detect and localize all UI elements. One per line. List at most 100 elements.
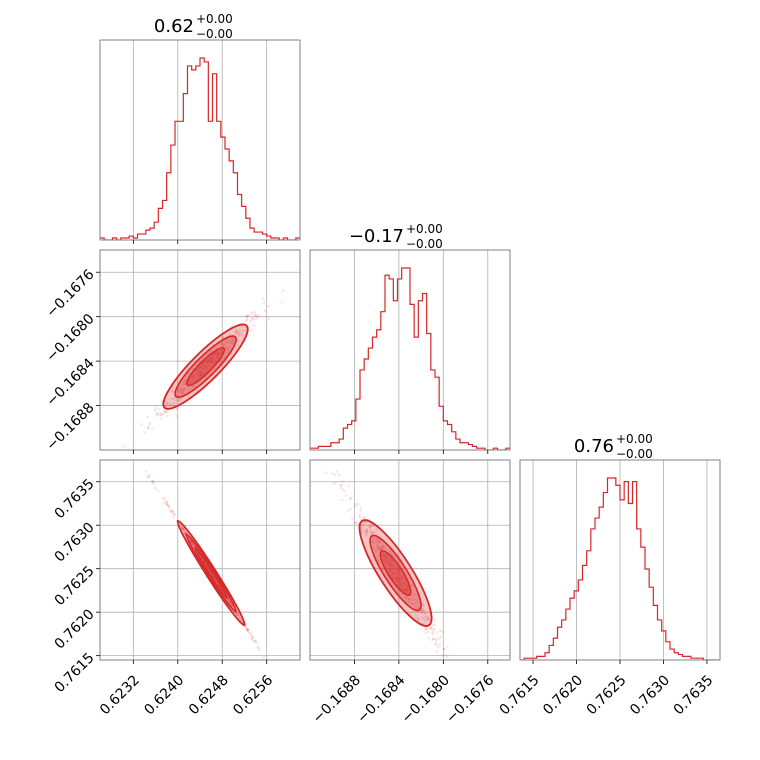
scatter-point [433, 619, 437, 622]
scatter-point [255, 641, 258, 645]
scatter-point [403, 581, 407, 584]
scatter-point [437, 645, 440, 649]
scatter-point [239, 332, 242, 335]
scatter-point [389, 562, 393, 566]
scatter-point [240, 325, 244, 329]
scatter-point [199, 364, 203, 368]
scatter-point [410, 584, 413, 587]
scatter-point [245, 627, 249, 631]
scatter-point [405, 588, 409, 592]
scatter-point [348, 496, 352, 500]
scatter-point [230, 603, 233, 606]
scatter-point [158, 413, 162, 416]
scatter-point [184, 531, 187, 535]
scatter-point [182, 529, 185, 532]
scatter-point [435, 649, 439, 653]
scatter-point [461, 676, 464, 679]
scatter-point [209, 570, 212, 574]
scatter-point [176, 390, 180, 393]
scatter-point [354, 521, 358, 524]
scatter-point [427, 618, 430, 622]
scatter-point [156, 414, 159, 417]
scatter-point [234, 330, 238, 333]
scatter-point [173, 513, 176, 516]
scatter-point [246, 628, 249, 631]
scatter-point [163, 501, 166, 504]
scatter-point [387, 570, 391, 574]
x-tick-label: −0.1688 [310, 672, 364, 726]
scatter-point [235, 328, 239, 332]
scatter-point [426, 615, 430, 619]
scatter-point [250, 312, 254, 316]
scatter-point [376, 544, 380, 548]
scatter-point [215, 356, 218, 360]
scatter-point [223, 341, 227, 345]
scatter-point [165, 414, 169, 418]
scatter-point [400, 575, 404, 578]
scatter-point [390, 564, 393, 568]
scatter-point [225, 345, 229, 349]
scatter-point [249, 633, 253, 637]
scatter-point [377, 545, 380, 549]
scatter-point [212, 575, 216, 579]
scatter-point [431, 632, 434, 636]
scatter-point [375, 528, 378, 532]
contour-levels [358, 519, 433, 627]
panel-p10: −0.1676−0.1680−0.1684−0.1688 [43, 249, 301, 459]
scatter-point [435, 631, 439, 634]
scatter-point [381, 546, 385, 549]
scatter-point [249, 318, 253, 322]
scatter-point [256, 646, 260, 649]
scatter-point [238, 617, 242, 620]
scatter-point [441, 654, 445, 658]
scatter-point [190, 541, 194, 544]
scatter-point [432, 627, 436, 631]
scatter-point [202, 362, 205, 365]
scatter-point [230, 342, 234, 346]
scatter-point [181, 527, 185, 530]
scatter-point [398, 576, 401, 579]
scatter-point [213, 352, 216, 355]
scatter-point [183, 383, 186, 386]
title-lower-error: −0.00 [406, 237, 443, 251]
scatter-point [363, 520, 366, 524]
scatter-point [209, 361, 213, 364]
scatter-point [234, 330, 238, 334]
scatter-point [203, 365, 207, 368]
scatter-point [240, 334, 244, 337]
scatter-point [414, 593, 417, 596]
scatter-point [178, 388, 182, 392]
scatter-point [177, 399, 181, 402]
scatter-point [402, 582, 405, 586]
axes-frame [309, 459, 511, 661]
scatter-point [219, 352, 222, 355]
scatter-point [249, 320, 252, 324]
scatter-point [201, 363, 204, 366]
scatter-point [193, 545, 196, 548]
scatter-point [442, 647, 446, 651]
scatter-point [207, 361, 211, 364]
scatter-point [202, 561, 206, 564]
scatter-point [229, 339, 233, 343]
scatter-point [215, 354, 219, 358]
scatter-point [228, 348, 231, 352]
scatter-point [205, 361, 209, 364]
scatter-point [146, 426, 150, 429]
x-tick-label: 0.6256 [230, 672, 276, 718]
scatter-point [160, 413, 164, 417]
scatter-point [199, 371, 202, 374]
scatter-point [165, 501, 169, 504]
scatter-point [251, 635, 255, 639]
scatter-point [431, 630, 434, 634]
scatter-point [107, 456, 110, 459]
scatter-point [206, 566, 210, 570]
scatter-point [343, 489, 346, 493]
scatter-point [424, 615, 427, 618]
scatter-point [199, 370, 203, 373]
scatter-point [457, 662, 460, 665]
scatter-point [377, 547, 381, 551]
scatter-point [211, 358, 215, 361]
scatter-point [146, 475, 149, 479]
x-tick-label: −0.1680 [399, 672, 453, 726]
x-tick-label: 0.7630 [627, 672, 673, 718]
